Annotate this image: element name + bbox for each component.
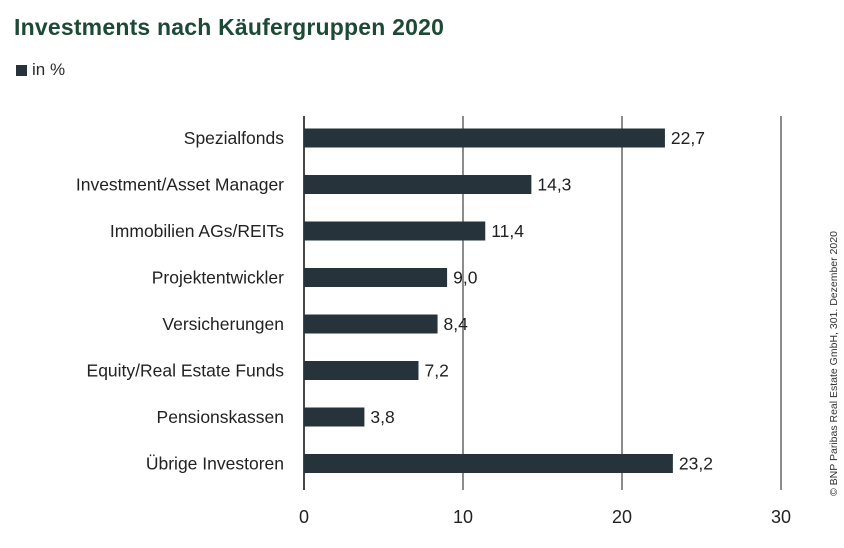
bar: [304, 268, 448, 287]
category-label: Immobilien AGs/REITs: [110, 221, 284, 241]
value-label: 22,7: [671, 128, 705, 148]
bar: [304, 175, 532, 194]
legend-swatch: [16, 64, 27, 76]
category-label: Investment/Asset Manager: [76, 175, 284, 195]
value-labels: 22,7 14,3 11,4 9,0 8,4 7,2 3,8 23,2: [370, 128, 713, 474]
category-label: Pensionskassen: [157, 407, 284, 427]
chart-title: Investments nach Käufergruppen 2020: [14, 14, 445, 40]
bar: [304, 314, 438, 334]
value-label: 23,2: [679, 454, 713, 474]
x-tick-labels: 0 10 20 30: [299, 507, 791, 527]
category-label: Equity/Real Estate Funds: [87, 361, 285, 381]
x-tick-label: 30: [771, 507, 791, 527]
category-label: Übrige Investoren: [146, 454, 284, 474]
category-label: Versicherungen: [162, 314, 284, 334]
x-tick-label: 20: [612, 507, 632, 527]
x-tick-label: 0: [299, 507, 309, 527]
grid-lines: [303, 116, 782, 490]
legend-label: in %: [32, 60, 66, 79]
category-label: Spezialfonds: [184, 128, 284, 148]
bar: [304, 361, 419, 380]
bar: [304, 128, 665, 148]
value-label: 8,4: [444, 314, 469, 334]
copyright-credit: © BNP Paribas Real Estate GmbH, 301. Dez…: [828, 231, 840, 496]
bars: [304, 128, 673, 473]
value-label: 14,3: [537, 175, 571, 195]
legend: in %: [16, 60, 65, 80]
bar: [304, 221, 486, 241]
value-label: 3,8: [370, 407, 394, 427]
bar: [304, 454, 673, 473]
category-label: Projektentwickler: [152, 268, 284, 288]
value-label: 7,2: [424, 361, 448, 381]
category-labels: Spezialfonds Investment/Asset Manager Immo…: [76, 128, 284, 474]
x-tick-label: 10: [453, 507, 473, 527]
value-label: 9,0: [453, 268, 478, 288]
value-label: 11,4: [491, 221, 524, 241]
bar: [304, 407, 365, 427]
